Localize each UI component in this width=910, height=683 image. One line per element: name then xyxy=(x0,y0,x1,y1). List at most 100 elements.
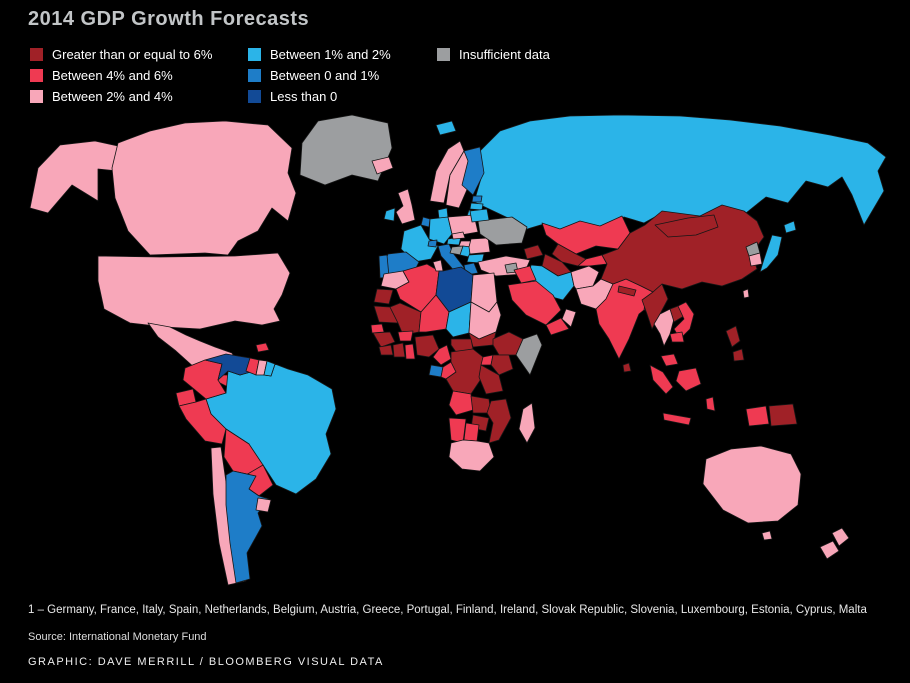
map-region xyxy=(662,412,692,426)
map-region xyxy=(831,527,850,547)
map-region xyxy=(759,234,783,273)
map-region xyxy=(622,362,632,373)
map-region xyxy=(742,288,750,299)
source-line: Source: International Monetary Fund xyxy=(28,631,207,643)
page-title: 2014 GDP Growth Forecasts xyxy=(28,8,310,30)
map-region xyxy=(477,216,528,246)
map-region xyxy=(577,254,608,267)
legend-label: Between 2% and 4% xyxy=(52,88,173,104)
map-region xyxy=(448,439,495,472)
legend-swatch-nodata xyxy=(437,47,450,61)
map-region xyxy=(649,364,674,395)
map-region xyxy=(473,114,887,231)
map-region xyxy=(432,344,452,366)
map-region xyxy=(725,325,741,348)
map-region xyxy=(414,334,440,358)
map-region xyxy=(518,402,536,444)
map-region xyxy=(447,214,479,237)
map-region xyxy=(255,342,270,353)
map-region xyxy=(395,188,416,225)
map-region xyxy=(451,231,466,240)
map-region xyxy=(97,252,291,330)
map-region xyxy=(745,405,770,427)
legend-label: Between 1% and 2% xyxy=(270,46,391,62)
map-region xyxy=(675,367,702,392)
map-region xyxy=(397,330,414,342)
legend-item: Less than 0 xyxy=(248,88,338,104)
map-region xyxy=(428,364,444,378)
legend-label: Less than 0 xyxy=(270,88,338,104)
map-region xyxy=(490,354,514,376)
legend-swatch-lt0 xyxy=(248,89,261,103)
map-region xyxy=(427,239,438,248)
map-region xyxy=(486,398,512,444)
map-region xyxy=(372,331,396,348)
map-region xyxy=(378,344,394,356)
map-region xyxy=(435,120,457,136)
map-region xyxy=(819,540,840,560)
euro-area-footnote: 1 – Germany, France, Italy, Spain, Nethe… xyxy=(28,604,867,616)
map-region xyxy=(420,216,431,228)
map-region xyxy=(469,202,484,211)
map-region xyxy=(702,445,802,524)
map-region xyxy=(673,301,695,340)
map-region xyxy=(761,530,773,541)
map-region xyxy=(429,140,465,204)
legend-item: Between 2% and 4% xyxy=(30,88,173,104)
map-region xyxy=(783,220,797,234)
map-region xyxy=(400,224,439,263)
map-region xyxy=(111,120,297,256)
map-region xyxy=(463,422,480,442)
legend-swatch-ge6 xyxy=(30,47,43,61)
map-region xyxy=(373,288,394,305)
map-region xyxy=(370,323,385,334)
map-region xyxy=(204,353,255,381)
map-region xyxy=(471,195,483,203)
map-region xyxy=(478,364,504,395)
graphic-credit: GRAPHIC: DAVE MERRILL / BLOOMBERG VISUAL… xyxy=(28,656,384,668)
map-region xyxy=(660,353,679,367)
map-region xyxy=(29,140,119,214)
map-region xyxy=(748,252,763,267)
map-region xyxy=(263,360,276,377)
map-region xyxy=(617,285,637,297)
world-choropleth-map xyxy=(29,114,887,586)
map-region xyxy=(392,342,406,358)
map-region xyxy=(445,301,472,338)
map-region xyxy=(371,156,394,175)
legend-label: Between 4% and 6% xyxy=(52,67,173,83)
map-region xyxy=(469,208,490,223)
map-region xyxy=(561,308,577,328)
legend-label: Insufficient data xyxy=(459,46,550,62)
map-region xyxy=(448,417,467,444)
map-region xyxy=(461,146,485,196)
map-region xyxy=(654,214,719,238)
map-region xyxy=(468,237,491,255)
map-region xyxy=(669,331,685,343)
legend-item: Insufficient data xyxy=(437,46,550,62)
legend-item: Between 0 and 1% xyxy=(248,67,380,83)
map-region xyxy=(545,317,570,336)
map-region xyxy=(513,265,537,284)
map-region xyxy=(523,244,544,260)
map-region xyxy=(732,348,745,362)
map-region xyxy=(507,280,562,326)
legend-swatch-1-2 xyxy=(248,47,261,61)
legend-item: Between 1% and 2% xyxy=(248,46,391,62)
map-region xyxy=(600,204,765,293)
map-region xyxy=(255,497,272,513)
legend-item: Greater than or equal to 6% xyxy=(30,46,213,62)
legend-swatch-4-6 xyxy=(30,68,43,82)
map-region xyxy=(515,333,543,376)
legend-label: Between 0 and 1% xyxy=(270,67,380,83)
legend-label: Greater than or equal to 6% xyxy=(52,46,213,62)
legend-swatch-0-1 xyxy=(248,68,261,82)
legend-item: Between 4% and 6% xyxy=(30,67,173,83)
legend-swatch-2-4 xyxy=(30,89,43,103)
map-region xyxy=(383,207,396,222)
map-region xyxy=(448,390,474,416)
map-region xyxy=(299,114,393,186)
map-region xyxy=(768,403,798,427)
map-region xyxy=(705,396,716,412)
map-region xyxy=(404,343,416,360)
